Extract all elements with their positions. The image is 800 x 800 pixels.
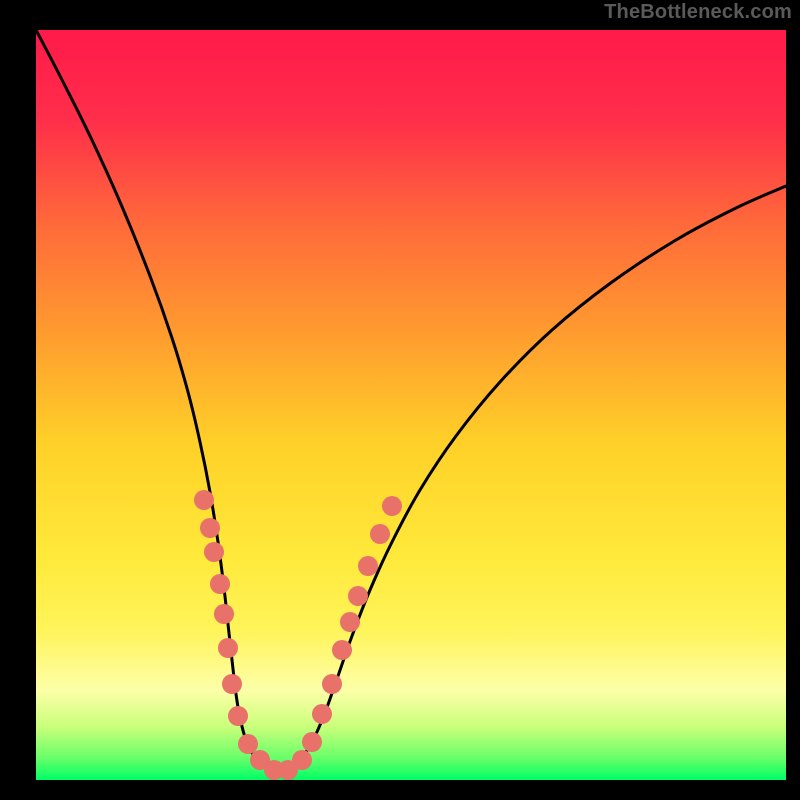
right-curve-marker	[332, 640, 352, 660]
right-curve-marker	[358, 556, 378, 576]
right-curve-marker	[382, 496, 402, 516]
left-curve-marker	[214, 604, 234, 624]
left-curve-marker	[222, 674, 242, 694]
right-curve-marker	[370, 524, 390, 544]
right-curve-marker	[292, 750, 312, 770]
left-curve-marker	[204, 542, 224, 562]
right-curve-marker	[340, 612, 360, 632]
left-curve-marker	[238, 734, 258, 754]
right-curve-marker	[312, 704, 332, 724]
chart-root: TheBottleneck.com	[0, 0, 800, 800]
left-curve-marker	[218, 638, 238, 658]
left-curve-marker	[228, 706, 248, 726]
right-curve-marker	[322, 674, 342, 694]
left-curve-marker	[210, 574, 230, 594]
left-curve-marker	[200, 518, 220, 538]
bottleneck-chart	[0, 0, 800, 800]
right-curve-marker	[302, 732, 322, 752]
plot-background	[36, 30, 786, 780]
left-curve-marker	[194, 490, 214, 510]
attribution-label: TheBottleneck.com	[604, 1, 792, 24]
right-curve-marker	[348, 586, 368, 606]
